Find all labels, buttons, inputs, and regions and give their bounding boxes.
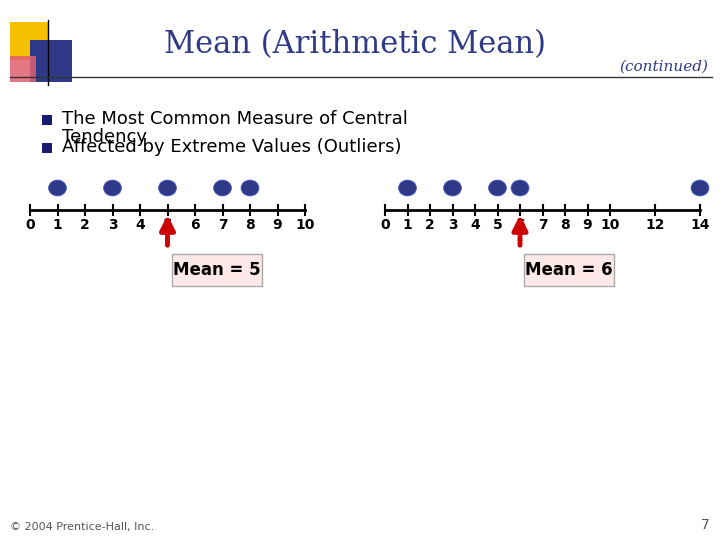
Ellipse shape: [241, 180, 259, 196]
Ellipse shape: [398, 180, 416, 196]
Text: 6: 6: [516, 218, 525, 232]
Text: 8: 8: [560, 218, 570, 232]
Text: 7: 7: [701, 518, 710, 532]
Text: 5: 5: [163, 218, 172, 232]
Bar: [42, 143, 52, 153]
Bar: [42, 115, 52, 125]
Bar: [10, 56, 36, 82]
Text: 9: 9: [273, 218, 282, 232]
Text: 1: 1: [402, 218, 413, 232]
Text: 7: 7: [538, 218, 547, 232]
Text: Affected by Extreme Values (Outliers): Affected by Extreme Values (Outliers): [62, 138, 402, 156]
Text: 4: 4: [470, 218, 480, 232]
Text: 0: 0: [380, 218, 390, 232]
Text: 2: 2: [425, 218, 435, 232]
Text: 14: 14: [690, 218, 710, 232]
Text: © 2004 Prentice-Hall, Inc.: © 2004 Prentice-Hall, Inc.: [10, 522, 154, 532]
Ellipse shape: [691, 180, 709, 196]
Ellipse shape: [444, 180, 462, 196]
Text: 10: 10: [295, 218, 315, 232]
Text: 12: 12: [645, 218, 665, 232]
Text: 10: 10: [600, 218, 620, 232]
Text: 9: 9: [582, 218, 593, 232]
Text: Mean = 5: Mean = 5: [173, 261, 261, 279]
Bar: [10, 22, 48, 60]
Text: Mean = 6: Mean = 6: [525, 261, 613, 279]
Text: 3: 3: [108, 218, 117, 232]
Text: 1: 1: [53, 218, 63, 232]
Ellipse shape: [158, 180, 176, 196]
Bar: [30, 40, 72, 82]
Text: 6: 6: [190, 218, 200, 232]
Ellipse shape: [511, 180, 529, 196]
Text: Tendency: Tendency: [62, 128, 147, 146]
Text: 2: 2: [80, 218, 90, 232]
Text: (continued): (continued): [619, 60, 708, 74]
Text: 4: 4: [135, 218, 145, 232]
Text: The Most Common Measure of Central: The Most Common Measure of Central: [62, 110, 408, 128]
Text: 5: 5: [492, 218, 503, 232]
Text: 0: 0: [25, 218, 35, 232]
FancyBboxPatch shape: [524, 254, 614, 286]
Text: 3: 3: [448, 218, 457, 232]
Text: 7: 7: [217, 218, 228, 232]
Ellipse shape: [488, 180, 506, 196]
Text: Mean (Arithmetic Mean): Mean (Arithmetic Mean): [164, 30, 546, 60]
Text: 8: 8: [245, 218, 255, 232]
Ellipse shape: [48, 180, 66, 196]
Ellipse shape: [104, 180, 122, 196]
FancyBboxPatch shape: [171, 254, 261, 286]
Ellipse shape: [214, 180, 232, 196]
